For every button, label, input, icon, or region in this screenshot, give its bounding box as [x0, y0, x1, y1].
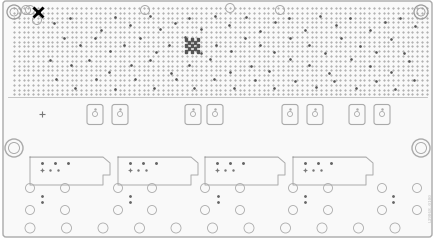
Bar [191, 50, 193, 53]
Bar [191, 44, 193, 46]
Bar [194, 41, 196, 44]
Bar [187, 47, 190, 50]
Bar [184, 44, 187, 46]
Bar [194, 47, 196, 50]
Bar [184, 50, 187, 53]
Bar [187, 41, 190, 44]
Bar [184, 38, 187, 40]
Bar [197, 38, 199, 40]
Text: L39868-0100: L39868-0100 [428, 193, 432, 222]
Bar [191, 38, 193, 40]
Bar [197, 50, 199, 53]
Bar [197, 44, 199, 46]
FancyBboxPatch shape [3, 1, 431, 237]
